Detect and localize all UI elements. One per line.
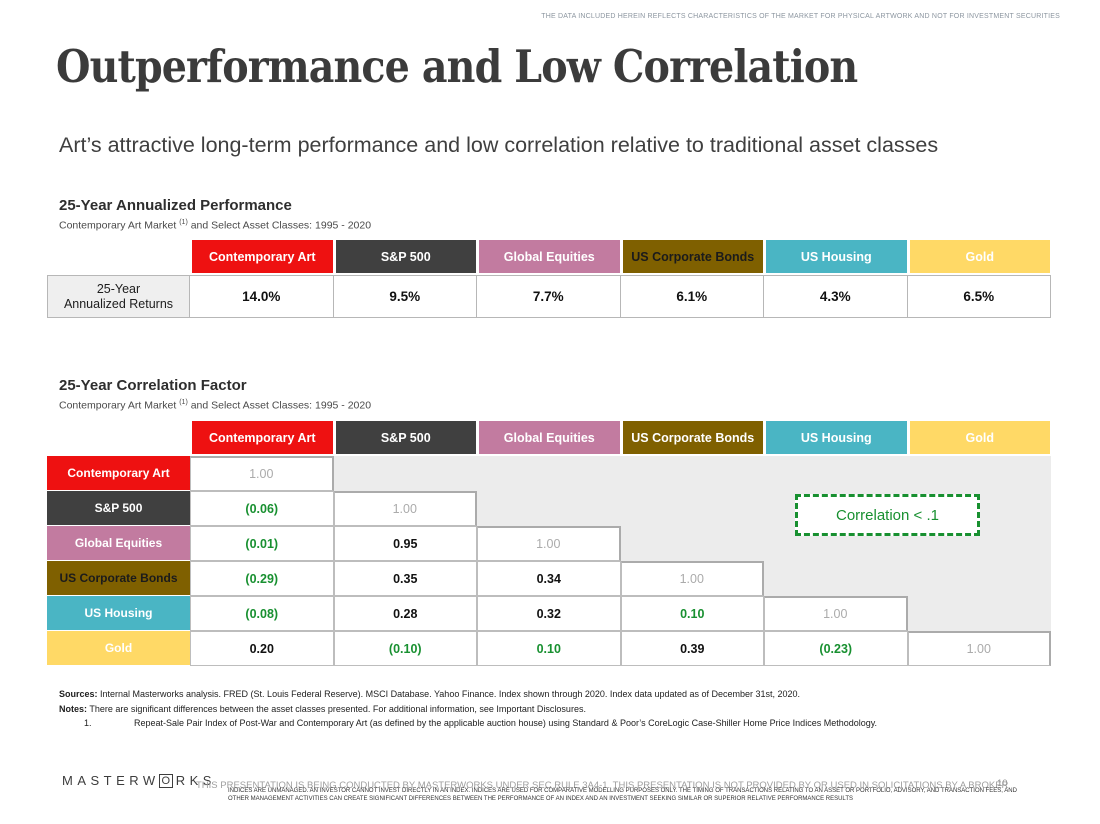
row-header-annualized-returns: 25-Year Annualized Returns	[47, 275, 190, 318]
correlation-cell: 0.35	[333, 561, 477, 596]
performance-value-global-equities: 7.7%	[477, 275, 621, 318]
correlation-cell: (0.23)	[764, 631, 908, 666]
column-header-contemporary-art: Contemporary Art	[190, 421, 334, 454]
matrix-blank-cell	[620, 456, 764, 491]
row-header-gold: Gold	[47, 631, 190, 666]
correlation-subheading-suffix: and Select Asset Classes: 1995 - 2020	[187, 399, 372, 412]
performance-value-sp500: 9.5%	[333, 275, 477, 318]
correlation-cell: 1.00	[477, 526, 621, 561]
notes-line: Notes: There are significant differences…	[59, 703, 586, 714]
column-header-us-housing: US Housing	[764, 421, 908, 454]
footnote-marker: (1)	[179, 399, 188, 406]
row-header-contemporary-art: Contemporary Art	[47, 456, 190, 491]
performance-table-header-row: Contemporary Art S&P 500 Global Equities…	[47, 240, 1051, 273]
column-header-gold: Gold	[907, 240, 1051, 273]
masterworks-logo: MASTERW O RKS	[62, 773, 216, 788]
performance-section-subheading: Contemporary Art Market (1) and Select A…	[59, 219, 371, 232]
performance-value-us-corporate-bonds: 6.1%	[620, 275, 764, 318]
footer-notes: Sources: Internal Masterworks analysis. …	[59, 687, 1039, 731]
matrix-blank-cell	[620, 491, 764, 526]
row-header-sp500: S&P 500	[47, 491, 190, 526]
correlation-cell: (0.08)	[190, 596, 334, 631]
header-spacer-cell	[47, 421, 190, 454]
correlation-cell: (0.29)	[190, 561, 334, 596]
logo-boxed-o: O	[158, 773, 173, 788]
correlation-subheading-prefix: Contemporary Art Market	[59, 399, 180, 412]
header-spacer-cell	[47, 240, 190, 273]
column-header-us-corporate-bonds: US Corporate Bonds	[620, 421, 764, 454]
column-header-global-equities: Global Equities	[477, 240, 621, 273]
correlation-cell: 0.20	[190, 631, 334, 666]
correlation-cell: 1.00	[764, 596, 908, 631]
correlation-table-header-row: Contemporary Art S&P 500 Global Equities…	[47, 421, 1051, 454]
column-header-us-housing: US Housing	[764, 240, 908, 273]
footnote-1: 1. Repeat-Sale Pair Index of Post-War and…	[84, 718, 878, 728]
correlation-cell: (0.10)	[333, 631, 477, 666]
matrix-blank-cell	[764, 561, 908, 596]
row-header-us-corporate-bonds: US Corporate Bonds	[47, 561, 190, 596]
slide-subtitle: Art’s attractive long-term performance a…	[59, 133, 939, 157]
matrix-blank-cell	[620, 526, 764, 561]
performance-value-contemporary-art: 14.0%	[190, 275, 334, 318]
correlation-cell: 0.10	[620, 596, 764, 631]
page-title: Outperformance and Low Correlation	[56, 40, 858, 93]
correlation-cell: 0.95	[333, 526, 477, 561]
row-header-global-equities: Global Equities	[47, 526, 190, 561]
matrix-blank-cell	[907, 596, 1051, 631]
sources-line: Sources: Internal Masterworks analysis. …	[59, 689, 801, 699]
legal-disclaimer-large: THIS PRESENTATION IS BEING CONDUCTED BY …	[196, 780, 1009, 791]
matrix-blank-cell	[907, 456, 1051, 491]
correlation-matrix: Contemporary Art 1.00 S&P 500 (0.06) 1.0…	[47, 456, 1051, 666]
correlation-cell: 0.34	[477, 561, 621, 596]
correlation-callout-badge: Correlation < .1	[795, 494, 980, 536]
column-header-gold: Gold	[907, 421, 1051, 454]
performance-value-us-housing: 4.3%	[764, 275, 908, 318]
matrix-blank-cell	[477, 456, 621, 491]
correlation-cell: 0.10	[477, 631, 621, 666]
performance-table: Contemporary Art S&P 500 Global Equities…	[47, 240, 1051, 318]
correlation-section-heading: 25-Year Correlation Factor	[59, 377, 247, 394]
row-header-us-housing: US Housing	[47, 596, 190, 631]
correlation-section-subheading: Contemporary Art Market (1) and Select A…	[59, 399, 371, 412]
performance-subheading-suffix: and Select Asset Classes: 1995 - 2020	[187, 219, 372, 232]
column-header-global-equities: Global Equities	[477, 421, 621, 454]
correlation-cell: (0.01)	[190, 526, 334, 561]
correlation-cell: 1.00	[190, 456, 334, 491]
performance-section-heading: 25-Year Annualized Performance	[59, 197, 292, 214]
correlation-cell: 1.00	[333, 491, 477, 526]
matrix-blank-cell	[907, 561, 1051, 596]
correlation-cell: 0.39	[620, 631, 764, 666]
correlation-cell: 1.00	[620, 561, 764, 596]
column-header-contemporary-art: Contemporary Art	[190, 240, 334, 273]
correlation-cell: (0.06)	[190, 491, 334, 526]
performance-subheading-prefix: Contemporary Art Market	[59, 219, 180, 232]
matrix-blank-cell	[333, 456, 477, 491]
matrix-blank-cell	[477, 491, 621, 526]
correlation-cell: 1.00	[907, 631, 1051, 666]
footnote-marker: (1)	[179, 219, 188, 226]
performance-table-data-row: 25-Year Annualized Returns 14.0% 9.5% 7.…	[47, 275, 1051, 318]
matrix-blank-cell	[764, 456, 908, 491]
column-header-sp500: S&P 500	[333, 421, 477, 454]
top-disclaimer-text: THE DATA INCLUDED HEREIN REFLECTS CHARAC…	[541, 13, 1060, 20]
correlation-cell: 0.28	[333, 596, 477, 631]
correlation-table: Contemporary Art S&P 500 Global Equities…	[47, 421, 1051, 666]
column-header-us-corporate-bonds: US Corporate Bonds	[620, 240, 764, 273]
performance-value-gold: 6.5%	[907, 275, 1051, 318]
correlation-cell: 0.32	[477, 596, 621, 631]
column-header-sp500: S&P 500	[333, 240, 477, 273]
legal-disclaimer-small: INDICES ARE UNMANAGED. AN INVESTOR CANNO…	[228, 788, 1017, 802]
page-number: 10	[997, 778, 1008, 789]
